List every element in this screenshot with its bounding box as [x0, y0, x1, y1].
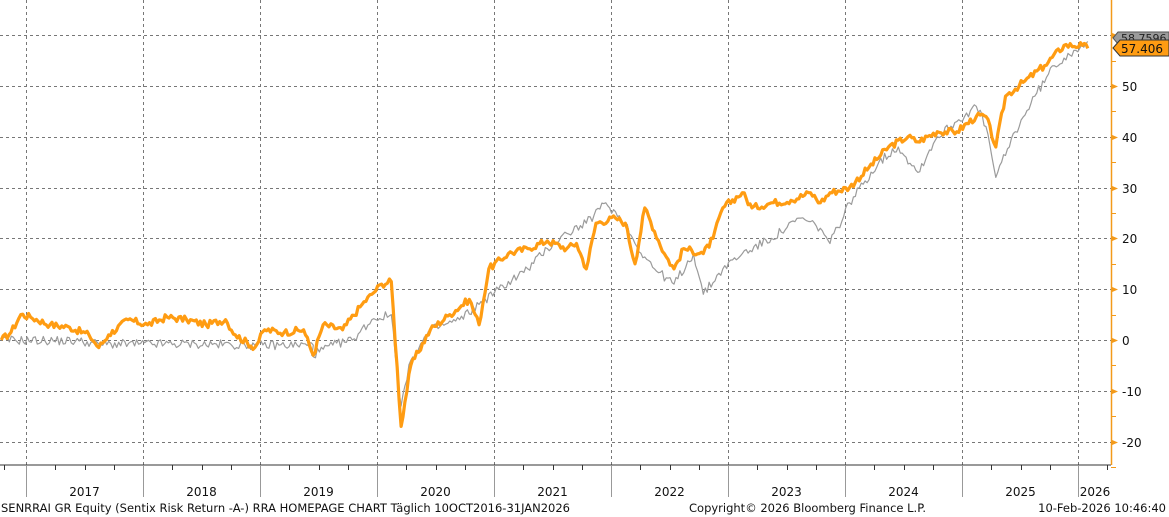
y-tick-label: 10	[1122, 283, 1137, 297]
x-tick-label: 2019	[303, 485, 334, 499]
y-axis-labels: 50 40 30 20 10 0 -10 -20	[1122, 80, 1142, 450]
y-tick-label: 0	[1122, 334, 1130, 348]
x-tick-label: 2021	[537, 485, 568, 499]
timestamp: 10-Feb-2026 10:46:40	[1038, 501, 1166, 515]
x-tick-label: 2026	[1080, 485, 1111, 499]
primary-series-line	[0, 41, 1090, 428]
primary-last-value-tag: 57.406	[1112, 39, 1169, 57]
x-tick-label: 2020	[420, 485, 451, 499]
horizontal-gridlines	[0, 35, 1111, 443]
x-tick-label: 2025	[1005, 485, 1036, 499]
y-tick-label: -20	[1122, 436, 1142, 450]
benchmark-series-line	[0, 41, 1089, 407]
copyright-text: Copyright© 2026 Bloomberg Finance L.P.	[689, 501, 926, 515]
x-tick-label: 2024	[888, 485, 919, 499]
x-year-separators	[26, 465, 1079, 497]
x-axis-labels: 2017 2018 2019 2020 2021 2022 2023 2024 2025 2026	[69, 485, 1110, 499]
x-tick-label: 2017	[69, 485, 100, 499]
x-tick-label: 2023	[771, 485, 802, 499]
y-tick-label: 50	[1122, 80, 1137, 94]
chart-description: SENRRAI GR Equity (Sentix Risk Return -A…	[1, 501, 571, 515]
x-axis-ticks	[4, 465, 1108, 470]
x-tick-label: 2022	[654, 485, 685, 499]
svg-text:57.406: 57.406	[1121, 42, 1163, 56]
y-tick-label: -10	[1122, 385, 1142, 399]
y-tick-label: 20	[1122, 232, 1137, 246]
y-tick-label: 40	[1122, 131, 1137, 145]
y-tick-label: 30	[1122, 182, 1137, 196]
vertical-gridlines	[26, 0, 1079, 465]
x-tick-label: 2018	[186, 485, 217, 499]
